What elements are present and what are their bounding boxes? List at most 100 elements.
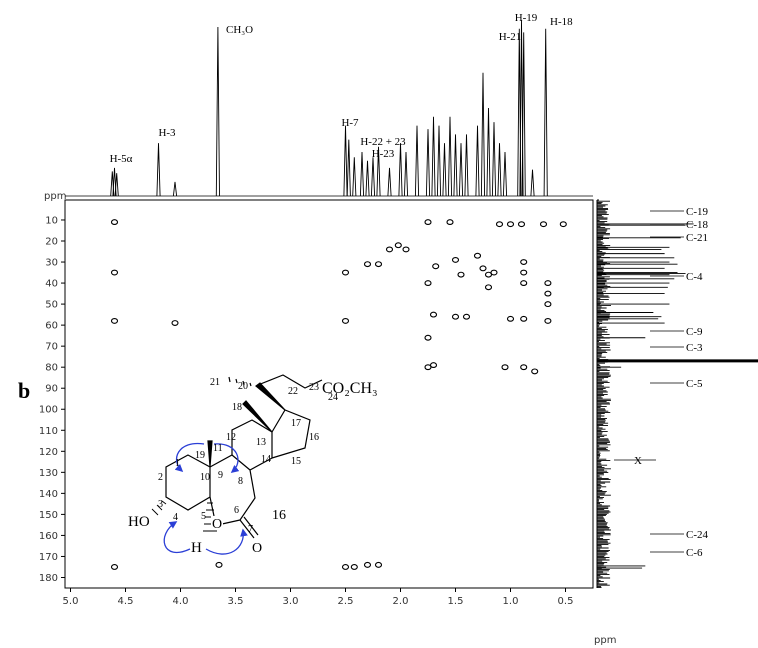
plot-frame — [64, 199, 594, 589]
x-tick-label: 2.5 — [338, 596, 354, 607]
structure-group: HO — [128, 514, 150, 530]
cross-peak — [520, 280, 528, 287]
cross-peak — [341, 564, 350, 570]
atom-number: 12 — [226, 432, 236, 443]
x-tick-label: 3.5 — [228, 596, 244, 607]
atom-number: 8 — [238, 476, 243, 487]
proton-peak — [114, 173, 119, 197]
cross-peak — [490, 269, 498, 276]
atom-number: 21 — [210, 377, 220, 388]
proton-peak — [491, 122, 497, 197]
structure-group: O — [252, 541, 262, 556]
cross-peak — [544, 280, 552, 287]
structure-group: O — [212, 517, 222, 532]
proton-peak — [425, 129, 431, 197]
proton-peak-label: H-7 — [341, 117, 359, 129]
cross-peak — [385, 246, 394, 253]
structure-group: CO₂CH₃ — [322, 380, 378, 397]
cross-peak — [363, 561, 372, 568]
cross-peak — [457, 271, 465, 278]
proton-peak — [172, 181, 178, 197]
proton-peak — [502, 151, 508, 197]
proton-peak — [376, 146, 381, 197]
carbon-peak-label: C-5 — [686, 378, 703, 390]
y-tick-label: 10 — [45, 215, 58, 226]
carbon-noise — [597, 199, 611, 589]
proton-peak — [156, 143, 161, 197]
cross-peak — [374, 261, 383, 268]
atom-number: 13 — [256, 437, 266, 448]
cross-peak — [520, 315, 528, 322]
atom-number: 16 — [309, 432, 319, 443]
x-tick-label: 2.0 — [393, 596, 409, 607]
cross-peak — [520, 364, 528, 371]
proton-peak-label: H-21 — [499, 31, 522, 43]
panel-label: b — [18, 378, 30, 403]
proton-peak — [359, 151, 365, 197]
y-tick-label: 40 — [45, 279, 58, 290]
x-tick-label: 1.5 — [448, 596, 464, 607]
x-axis-label: ppm — [594, 635, 616, 646]
atom-number: 23 — [309, 382, 319, 393]
cross-peak — [215, 561, 223, 568]
proton-peak — [497, 143, 502, 197]
y-tick-label: 120 — [39, 447, 58, 458]
cross-peak — [501, 364, 509, 371]
atom-number: 1 — [175, 458, 180, 469]
cross-peak — [544, 290, 552, 297]
atom-number: 24 — [328, 392, 338, 403]
cross-peak — [171, 320, 179, 326]
cross-peak — [429, 311, 438, 318]
proton-peak-label: H-5α — [110, 153, 133, 165]
cross-peak — [350, 564, 358, 570]
cross-peak — [544, 317, 552, 324]
atom-number: 7 — [248, 524, 253, 535]
proton-peak — [398, 143, 403, 197]
cross-peak — [531, 368, 539, 375]
y-tick-label: 170 — [39, 552, 58, 563]
atom-number: 20 — [238, 381, 248, 392]
cross-peak — [424, 334, 432, 341]
cross-peak — [432, 263, 440, 270]
proton-peak — [343, 125, 348, 197]
cross-peak — [424, 280, 432, 287]
proton-peak — [215, 27, 220, 197]
cross-peak — [110, 269, 119, 276]
atom-number: 11 — [213, 443, 223, 454]
proton-peak-label: H-3 — [158, 127, 176, 139]
proton-peak-label: H-22 + 23 — [360, 136, 406, 148]
atom-number: 22 — [288, 386, 298, 397]
carbon-peak-label: C-6 — [686, 547, 703, 559]
structure-group: H — [191, 540, 202, 556]
proton-peak — [414, 125, 420, 197]
cross-peak — [479, 265, 487, 272]
cross-peak — [363, 261, 372, 268]
atom-number: 15 — [291, 456, 301, 467]
cross-peak — [473, 252, 482, 259]
atom-number: 5 — [201, 511, 206, 522]
cross-peak — [341, 269, 350, 276]
atom-number: 18 — [232, 402, 242, 413]
atom-number: 2 — [158, 472, 163, 483]
cross-peak — [520, 269, 528, 276]
cross-peak — [506, 221, 515, 228]
proton-peak — [436, 125, 442, 197]
y-tick-label: 60 — [45, 321, 58, 332]
cross-peak — [520, 259, 528, 265]
cross-peak — [484, 284, 493, 291]
carbon-peak-label: C-21 — [686, 232, 708, 244]
carbon-peak-label: C-19 — [686, 206, 709, 218]
proton-axis-label: ppm — [44, 191, 66, 202]
cross-peak — [539, 221, 548, 228]
x-tick-label: 1.0 — [503, 596, 519, 607]
y-tick-label: 80 — [45, 363, 58, 374]
cross-peak — [559, 221, 567, 228]
proton-peak-label: H-18 — [550, 16, 573, 28]
y-tick-label: 140 — [39, 489, 58, 500]
proton-peak — [530, 169, 535, 197]
cross-peak — [462, 313, 471, 320]
y-tick-label: 20 — [45, 237, 58, 248]
carbon-peak-label: C-18 — [686, 219, 709, 231]
y-tick-label: 30 — [45, 258, 58, 269]
y-tick-label: 150 — [39, 510, 58, 521]
